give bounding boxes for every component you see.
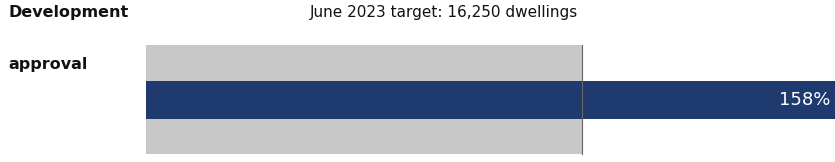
Text: Development: Development bbox=[8, 5, 129, 20]
FancyBboxPatch shape bbox=[146, 81, 835, 119]
Text: 158%: 158% bbox=[779, 91, 831, 109]
FancyBboxPatch shape bbox=[146, 45, 582, 154]
Text: approval: approval bbox=[8, 57, 88, 72]
Text: June 2023 target: 16,250 dwellings: June 2023 target: 16,250 dwellings bbox=[310, 5, 578, 20]
